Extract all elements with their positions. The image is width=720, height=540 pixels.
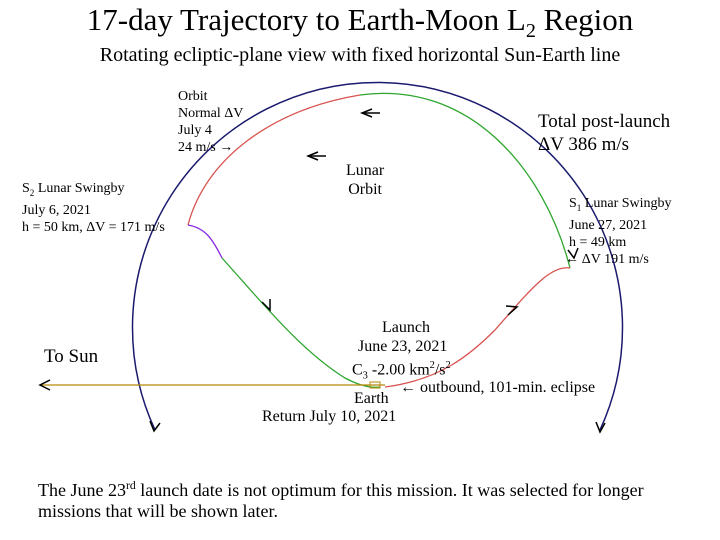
- trajectory-inbound-purple: [187, 224, 223, 259]
- arrow-sun: [38, 379, 51, 391]
- total-dv-label: Total post-launch ΔV 386 m/s: [538, 111, 671, 155]
- outbound-eclipse-label: ← outbound, 101-min. eclipse: [400, 379, 596, 396]
- arrow-lunar-bottom-right: [595, 421, 606, 434]
- launch-label: Launch June 23, 2021 C3 -2.00 km2/s2: [352, 319, 451, 382]
- arrow-right-side: [567, 247, 579, 260]
- to-sun-label: To Sun: [44, 346, 99, 367]
- trajectory-arc-green: [359, 92, 571, 269]
- arrow-inbound: [261, 299, 271, 312]
- page-subtitle: Rotating ecliptic-plane view with fixed …: [99, 44, 621, 66]
- s1-swingby-label: S1 Lunar Swingby June 27, 2021 h = 49 km…: [565, 196, 672, 267]
- footnote: The June 23rd launch date is not optimum…: [38, 479, 644, 521]
- return-date-label: Return July 10, 2021: [262, 408, 397, 425]
- trajectory-inbound-green: [221, 257, 381, 388]
- s2-swingby-label: S2 Lunar Swingby July 6, 2021 h = 50 km,…: [22, 181, 165, 235]
- arrow-outbound: [505, 305, 519, 316]
- earth-label: Earth: [354, 390, 389, 407]
- trajectory-outbound-red: [384, 267, 571, 388]
- lunar-orbit-arc: [131, 81, 624, 431]
- lunar-orbit-label: Lunar Orbit: [346, 162, 385, 198]
- direction-arrows: [38, 108, 606, 434]
- trajectory-arc-red: [187, 94, 361, 226]
- earth-marker: [369, 381, 381, 389]
- page-title: 17-day Trajectory to Earth-Moon L2 Regio…: [86, 2, 634, 43]
- orbit-normal-label: Orbit Normal ΔV July 4 24 m/s →: [178, 89, 244, 155]
- arrow-lunar-bottom-left: [149, 420, 161, 433]
